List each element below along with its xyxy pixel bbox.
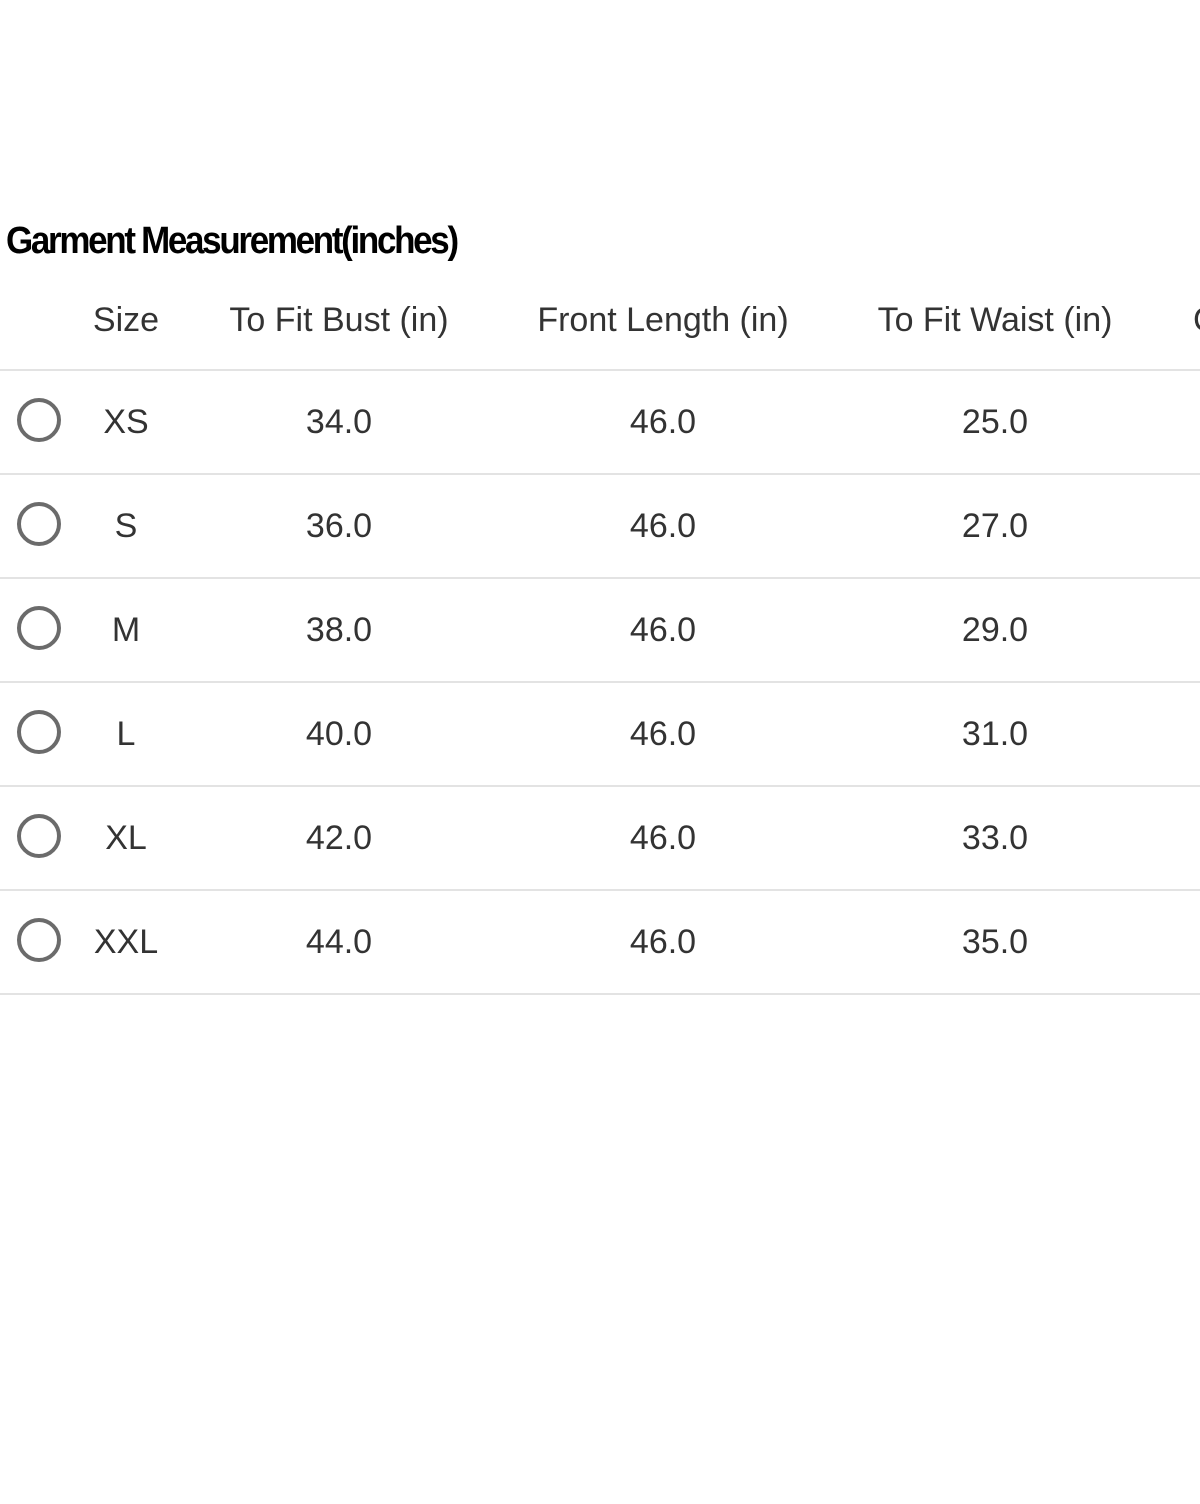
cell-bust: 42.0 [305, 819, 373, 857]
table-row[interactable]: XS 34.0 46.0 25.0 [0, 370, 1200, 474]
row-divider [0, 473, 1200, 475]
table-row[interactable]: XL 42.0 46.0 33.0 [0, 786, 1200, 890]
cell-size: XXL [93, 923, 159, 961]
cell-bust: 44.0 [305, 923, 373, 961]
cell-size: XS [103, 403, 149, 441]
cell-waist: 31.0 [961, 715, 1029, 753]
cell-front-length: 46.0 [629, 507, 697, 545]
size-radio[interactable] [17, 606, 61, 650]
cell-waist: 27.0 [961, 507, 1029, 545]
header-waist: To Fit Waist (in) [877, 301, 1113, 339]
cell-waist: 35.0 [961, 923, 1029, 961]
row-divider [0, 681, 1200, 683]
row-divider [0, 577, 1200, 579]
cell-size: L [116, 715, 136, 753]
cell-front-length: 46.0 [629, 715, 697, 753]
cell-bust: 40.0 [305, 715, 373, 753]
size-radio[interactable] [17, 814, 61, 858]
table-row[interactable]: S 36.0 46.0 27.0 [0, 474, 1200, 578]
row-divider [0, 889, 1200, 891]
row-divider [0, 993, 1200, 995]
cell-waist: 29.0 [961, 611, 1029, 649]
header-front-length: Front Length (in) [537, 301, 789, 339]
cell-front-length: 46.0 [629, 403, 697, 441]
header-size: Size [92, 301, 160, 339]
cell-size: M [111, 611, 141, 649]
cell-front-length: 46.0 [629, 819, 697, 857]
size-radio[interactable] [17, 398, 61, 442]
cell-size: S [114, 507, 138, 545]
size-radio[interactable] [17, 710, 61, 754]
cell-size: XL [105, 819, 147, 857]
cell-bust: 38.0 [305, 611, 373, 649]
cell-bust: 36.0 [305, 507, 373, 545]
row-divider [0, 785, 1200, 787]
cell-waist: 25.0 [961, 403, 1029, 441]
table-row[interactable]: L 40.0 46.0 31.0 [0, 682, 1200, 786]
cell-bust: 34.0 [305, 403, 373, 441]
cell-waist: 33.0 [961, 819, 1029, 857]
page-title: Garment Measurement(inches) [6, 220, 459, 262]
size-radio[interactable] [17, 918, 61, 962]
cell-front-length: 46.0 [629, 611, 697, 649]
header-bust: To Fit Bust (in) [229, 301, 449, 339]
table-row[interactable]: XXL 44.0 46.0 35.0 [0, 890, 1200, 994]
cell-front-length: 46.0 [629, 923, 697, 961]
size-radio[interactable] [17, 502, 61, 546]
table-row[interactable]: M 38.0 46.0 29.0 [0, 578, 1200, 682]
header-divider [0, 369, 1200, 371]
header-partial: C [1193, 298, 1200, 342]
